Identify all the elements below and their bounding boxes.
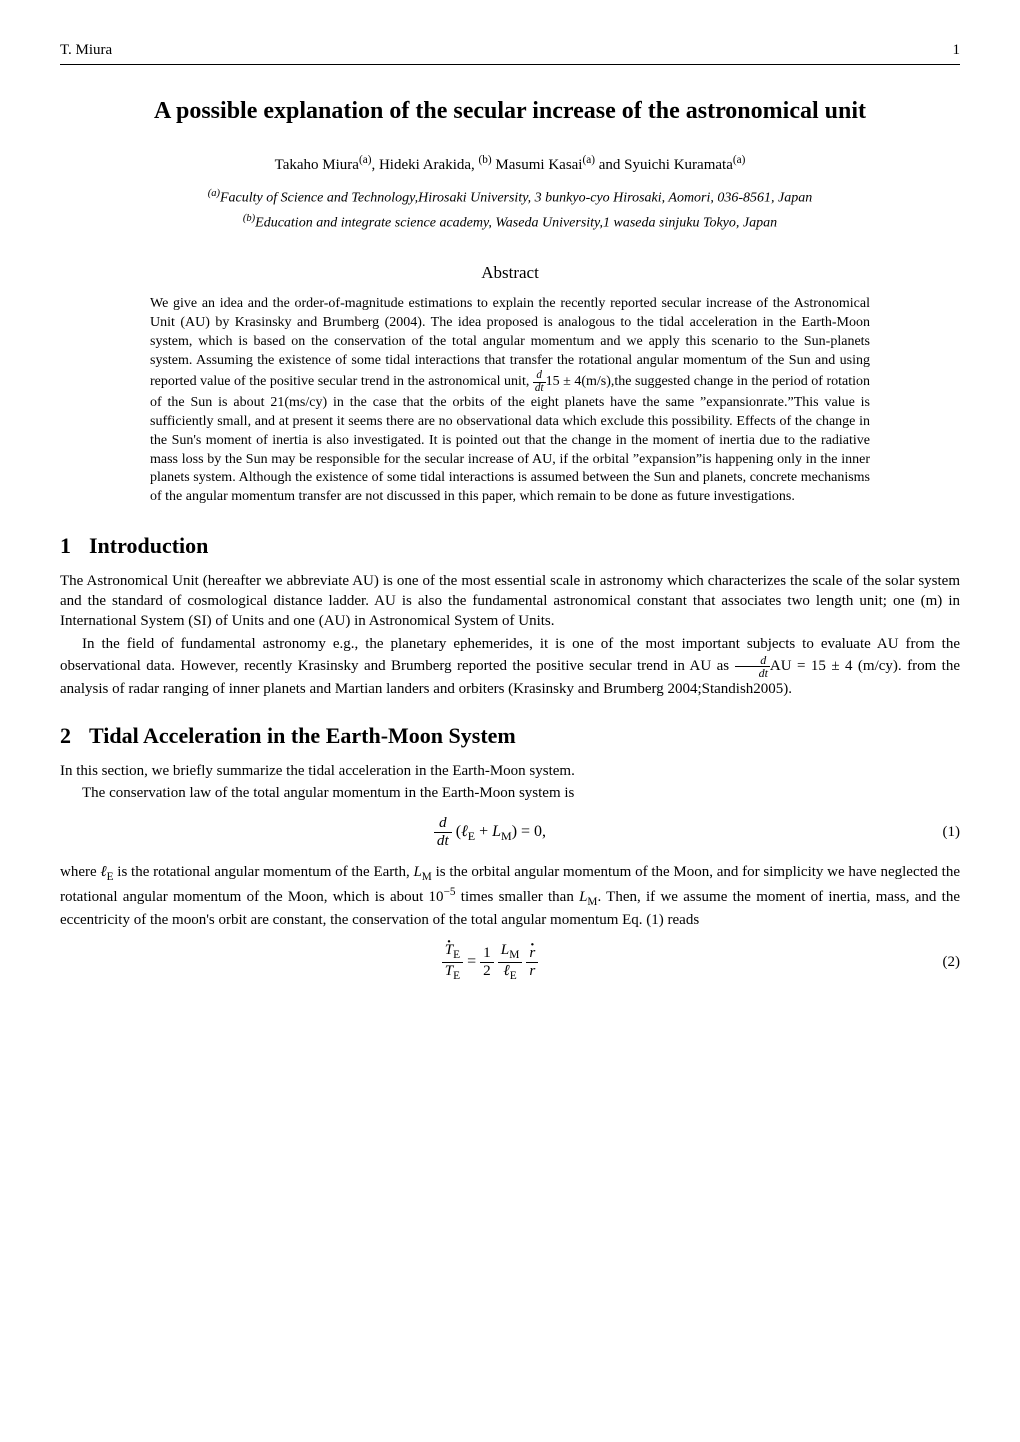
equation-2-row: TETE = 12 LMℓE rr (2) bbox=[60, 942, 960, 982]
section-2-para-2: The conservation law of the total angula… bbox=[60, 783, 960, 803]
equation-1-number: (1) bbox=[920, 822, 960, 842]
section-2-title: Tidal Acceleration in the Earth-Moon Sys… bbox=[89, 723, 516, 748]
section-1-para-1: The Astronomical Unit (hereafter we abbr… bbox=[60, 571, 960, 632]
section-2-para-1: In this section, we briefly summarize th… bbox=[60, 761, 960, 781]
section-2-heading: 2 Tidal Acceleration in the Earth-Moon Sy… bbox=[60, 721, 960, 751]
running-header: T. Miura 1 bbox=[60, 40, 960, 65]
header-page-number: 1 bbox=[953, 40, 961, 60]
section-1-title: Introduction bbox=[89, 533, 208, 558]
equation-1-row: ddt (ℓE + LM) = 0, (1) bbox=[60, 815, 960, 849]
section-1-heading: 1 Introduction bbox=[60, 531, 960, 561]
section-1-para-2: In the field of fundamental astronomy e.… bbox=[60, 634, 960, 700]
equation-2-number: (2) bbox=[920, 952, 960, 972]
paper-title: A possible explanation of the secular in… bbox=[120, 95, 900, 127]
equation-1: ddt (ℓE + LM) = 0, bbox=[60, 815, 920, 849]
equation-2: TETE = 12 LMℓE rr bbox=[60, 942, 920, 982]
affiliation-a: (a)Faculty of Science and Technology,Hir… bbox=[60, 187, 960, 209]
author-list: Takaho Miura(a), Hideki Arakida, (b) Mas… bbox=[60, 153, 960, 175]
section-2-para-3: where ℓE is the rotational angular momen… bbox=[60, 862, 960, 931]
section-1-number: 1 bbox=[60, 531, 71, 561]
affiliation-b: (b)Education and integrate science acade… bbox=[60, 212, 960, 234]
abstract-body: We give an idea and the order-of-magnitu… bbox=[150, 295, 870, 507]
header-author: T. Miura bbox=[60, 40, 112, 60]
abstract-heading: Abstract bbox=[60, 262, 960, 285]
section-2-number: 2 bbox=[60, 721, 71, 751]
